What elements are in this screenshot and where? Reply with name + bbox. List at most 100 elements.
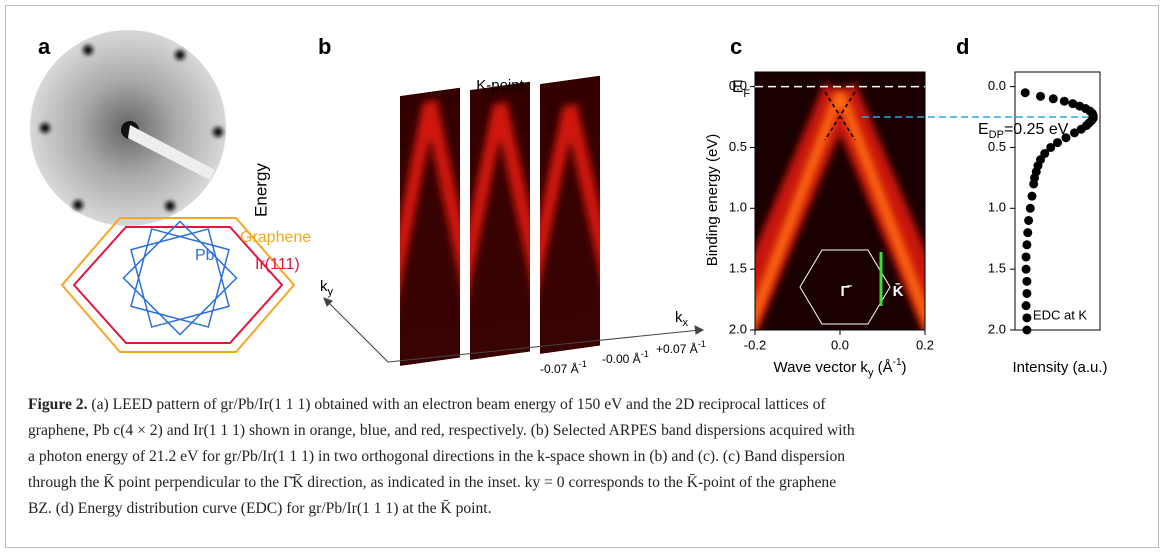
e: E — [732, 77, 743, 96]
edc-point — [1020, 88, 1030, 98]
y-tick-label: 1.0 — [729, 200, 747, 215]
ky-label: ky — [320, 278, 334, 298]
edc-point — [1022, 288, 1032, 298]
edc-point — [1053, 138, 1062, 148]
caption-text: (a) LEED pattern of gr/Pb/Ir(1 1 1) obta… — [91, 396, 826, 413]
edc-point — [1023, 228, 1033, 238]
band — [540, 103, 600, 354]
caption: Figure 2. (a) LEED pattern of gr/Pb/Ir(1… — [28, 392, 1143, 522]
edc-point — [1021, 301, 1031, 311]
arpes-slabs — [400, 75, 600, 366]
edc-point — [1022, 240, 1032, 250]
arpes-map — [755, 72, 925, 330]
caption-line: Figure 2. (a) LEED pattern of gr/Pb/Ir(1… — [28, 392, 1143, 418]
sup: -1 — [579, 359, 587, 369]
x-tick-label: 0.2 — [916, 337, 934, 352]
edc-point — [1024, 215, 1034, 225]
edc-point — [1070, 128, 1079, 138]
slab-content — [540, 75, 600, 354]
t: =0.25 eV — [1004, 121, 1069, 138]
gamma-label: Γ̄ — [840, 283, 852, 300]
sup: -1 — [698, 339, 706, 349]
text: +0.07 Å — [656, 341, 698, 356]
edc-point — [1048, 94, 1058, 104]
sub: F — [743, 88, 750, 100]
y-tick-label: 2.0 — [988, 321, 1006, 336]
pb-label: Pb — [195, 247, 215, 264]
panel-label: d — [956, 34, 969, 59]
caption-line: a photon energy of 21.2 eV for gr/Pb/Ir(… — [28, 448, 846, 465]
edc-point — [1022, 313, 1032, 323]
y-tick-label: 1.5 — [988, 261, 1006, 276]
plot-frame — [1014, 71, 1101, 331]
t: ) — [902, 359, 907, 376]
c-ylabel: Binding energy (eV) — [704, 134, 721, 267]
x-tick-label: -0.2 — [744, 337, 766, 352]
caption-line: graphene, Pb c(4 × 2) and Ir(1 1 1) show… — [28, 422, 855, 439]
edc-point — [1036, 91, 1045, 101]
panel-label: a — [38, 34, 51, 59]
edc-point — [1061, 133, 1071, 143]
y-tick-label: 0.0 — [988, 78, 1006, 93]
slab-label: -0.07 Å-1 — [540, 359, 587, 376]
panel-label: c — [730, 34, 742, 59]
sub: y — [328, 286, 334, 298]
y-tick-label: 0.5 — [729, 139, 747, 154]
leed-pattern — [30, 30, 226, 226]
edc-point — [1068, 99, 1078, 109]
c-xlabel: Wave vector ky (Å-1) — [773, 357, 906, 379]
d-xlabel: Intensity (a.u.) — [1012, 359, 1107, 376]
edc-point — [1029, 179, 1039, 189]
slab-content — [470, 81, 530, 360]
edc-point — [1046, 142, 1056, 152]
sup: -1 — [893, 357, 902, 368]
k: k — [320, 278, 328, 295]
band — [400, 99, 460, 366]
sub: y — [868, 367, 874, 379]
edc-point — [1025, 203, 1035, 213]
edc-point — [1027, 191, 1037, 201]
caption-label: Figure 2. — [28, 396, 88, 413]
edc-point — [1059, 96, 1069, 106]
t: Wave vector k — [773, 359, 868, 376]
figure-frame — [5, 5, 1159, 548]
band — [470, 101, 530, 360]
edc-point — [1021, 252, 1031, 262]
edc-label: EDC at K — [1033, 307, 1088, 322]
text: -0.07 Å — [540, 361, 579, 376]
energy-label: Energy — [251, 163, 270, 217]
k-label: K̄ — [893, 282, 904, 300]
slab-label: +0.07 Å-1 — [656, 339, 706, 356]
kpoint-label: K-point — [476, 77, 524, 94]
slab-label: -0.00 Å-1 — [602, 349, 649, 366]
edc-point — [1022, 276, 1032, 286]
slab — [400, 87, 460, 366]
text: K-point — [476, 77, 524, 94]
ef-label: EF — [732, 77, 750, 99]
sub: DP — [989, 129, 1004, 141]
k: k — [675, 309, 683, 326]
edp-label: EDP=0.25 eV — [978, 121, 1069, 141]
t: (Å — [873, 359, 892, 376]
caption-line: through the K̄ point perpendicular to th… — [28, 474, 837, 491]
edc-point — [1076, 124, 1086, 134]
slab — [540, 75, 600, 354]
y-tick-label: 1.5 — [729, 261, 747, 276]
e: E — [978, 121, 989, 138]
y-tick-label: 0.5 — [988, 139, 1006, 154]
y-tick-label: 0.0 — [729, 78, 747, 93]
slab — [470, 81, 530, 360]
sub: x — [683, 317, 689, 329]
text: -0.00 Å — [602, 351, 641, 366]
slab-content — [400, 87, 460, 366]
edc-point — [1022, 325, 1032, 335]
k-axes — [323, 297, 705, 363]
ir-label: Ir(111) — [255, 256, 300, 273]
sup: -1 — [641, 349, 649, 359]
edc-point — [1021, 264, 1031, 274]
caption-line: BZ. (d) Energy distribution curve (EDC) … — [28, 500, 492, 517]
y-tick-label: 1.0 — [988, 200, 1006, 215]
panel-label: b — [318, 34, 331, 59]
kx-label: kx — [675, 309, 689, 329]
